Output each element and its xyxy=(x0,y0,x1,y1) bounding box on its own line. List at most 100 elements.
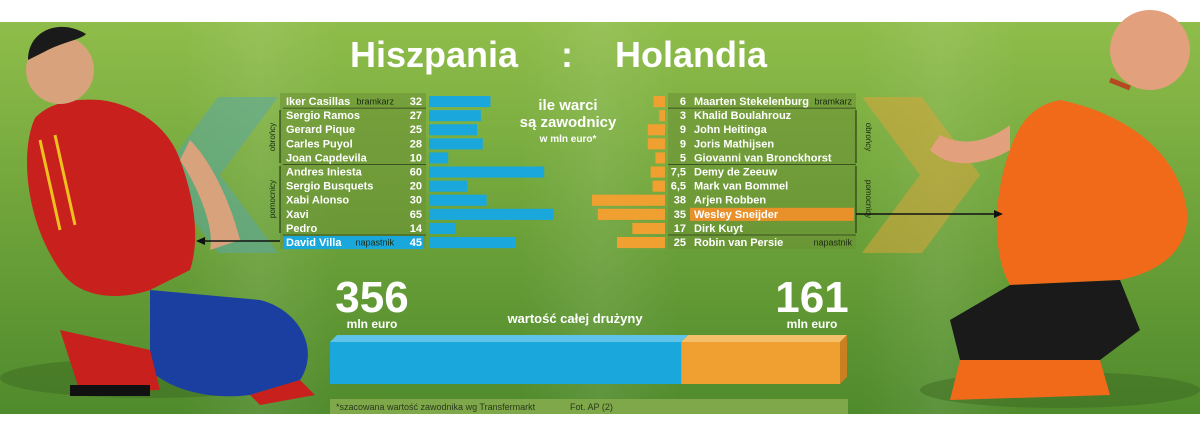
netherlands-total-bar-side xyxy=(840,335,847,384)
netherlands-player-name: John Heitinga xyxy=(694,124,768,136)
spain-value-bar xyxy=(429,166,545,178)
spain-player-row: David Villa napastnik 45 xyxy=(283,236,516,250)
netherlands-player-name: Giovanni van Bronckhorst xyxy=(694,152,832,164)
netherlands-player-row: 3 Khalid Boulahrouz xyxy=(659,110,792,122)
netherlands-value-bar xyxy=(659,110,665,122)
team-total-bar xyxy=(330,335,847,384)
footer-strip xyxy=(330,399,848,414)
netherlands-player-name: Maarten Stekelenburg xyxy=(694,96,809,108)
spain-value-bar xyxy=(429,96,491,108)
netherlands-player-name: Robin van Persie xyxy=(694,237,783,249)
spain-panel xyxy=(280,93,426,249)
spain-player-name: Xabi Alonso xyxy=(286,195,349,207)
photo-credit: Fot. AP (2) xyxy=(570,402,613,412)
netherlands-value-bar xyxy=(597,208,665,220)
spain-value-bar xyxy=(429,194,487,206)
netherlands-player-value: 6 xyxy=(680,96,686,108)
netherlands-player-value: 38 xyxy=(674,195,686,207)
netherlands-defenders-label: obrońcy xyxy=(864,123,873,151)
netherlands-player-row: 6,5 Mark van Bommel xyxy=(652,180,788,193)
spain-arrow-head xyxy=(196,237,205,245)
netherlands-value-bar xyxy=(650,166,665,178)
spain-defenders-label: obrońcy xyxy=(268,123,277,151)
spain-player-row: Xabi Alonso 30 xyxy=(286,194,487,207)
netherlands-player-value: 9 xyxy=(680,124,686,136)
spain-total-bar xyxy=(330,342,682,384)
spain-player-row: Sergio Ramos 27 xyxy=(286,110,481,122)
spain-highlight-row xyxy=(283,236,423,250)
netherlands-player-name: Dirk Kuyt xyxy=(694,223,743,235)
spain-player-row: Sergio Busquets 20 xyxy=(286,180,468,193)
netherlands-panel xyxy=(668,93,856,249)
spain-player-name: Sergio Ramos xyxy=(286,110,360,122)
spain-player-role: bramkarz xyxy=(356,97,394,107)
netherlands-player-row: 7,5 Demy de Zeeuw xyxy=(650,166,778,179)
spain-player-value: 45 xyxy=(410,237,422,249)
netherlands-player-name: Demy de Zeeuw xyxy=(694,167,778,179)
netherlands-total-unit: mln euro xyxy=(787,317,838,331)
spain-player-value: 25 xyxy=(410,124,422,136)
center-label-line2: są zawodnicy xyxy=(520,114,617,131)
spain-player-value: 10 xyxy=(410,152,422,164)
spain-value-bar xyxy=(429,222,456,234)
netherlands-value-bar xyxy=(647,124,665,136)
netherlands-value-bar xyxy=(655,152,665,164)
netherlands-player-row: 5 Giovanni van Bronckhorst xyxy=(655,152,856,165)
netherlands-player-row: 25 Robin van Persie napastnik xyxy=(617,237,852,249)
spain-player-photo xyxy=(0,26,315,405)
spain-value-bar xyxy=(429,180,468,192)
netherlands-arrow-head xyxy=(994,210,1003,218)
spain-player-row: Andres Iniesta 60 xyxy=(286,166,545,179)
spain-player-name: Gerard Pique xyxy=(286,124,355,136)
spain-player-value: 14 xyxy=(410,223,423,235)
spain-player-row: Joan Capdevila 10 xyxy=(283,152,449,165)
spain-player-rows: Iker Casillas bramkarz 32 Sergio Ramos 27 Ger… xyxy=(283,96,554,250)
netherlands-player-name: Arjen Robben xyxy=(694,195,766,207)
netherlands-player-value: 25 xyxy=(674,237,686,249)
netherlands-player-value: 3 xyxy=(680,110,686,122)
spain-player-role: napastnik xyxy=(355,238,394,248)
spain-player-name: David Villa xyxy=(286,237,342,249)
spain-value-bar xyxy=(429,124,477,136)
spain-total-bar-top xyxy=(330,335,689,342)
spain-total-unit: mln euro xyxy=(347,317,398,331)
spain-value-bar xyxy=(429,237,516,249)
netherlands-player-name: Wesley Sneijder xyxy=(694,209,779,221)
title-netherlands: Holandia xyxy=(615,34,768,75)
spain-player-row: Iker Casillas bramkarz 32 xyxy=(283,96,491,109)
netherlands-player-name: Joris Mathijsen xyxy=(694,138,774,150)
netherlands-player-photo xyxy=(920,10,1200,408)
center-label-line1: ile warci xyxy=(538,97,597,114)
spain-value-bar xyxy=(429,110,481,122)
netherlands-total-value: 161 xyxy=(775,273,848,322)
netherlands-player-row: 9 John Heitinga xyxy=(647,124,768,136)
spain-player-value: 27 xyxy=(410,110,422,122)
netherlands-player-value: 5 xyxy=(680,152,686,164)
spain-player-value: 65 xyxy=(410,209,422,221)
spain-value-bar xyxy=(429,152,449,164)
netherlands-player-value: 17 xyxy=(674,223,686,235)
netherlands-total-bar xyxy=(681,342,840,384)
spain-player-row: Gerard Pique 25 xyxy=(286,124,477,136)
netherlands-player-value: 35 xyxy=(674,209,686,221)
spain-player-value: 28 xyxy=(410,138,422,150)
team-total-label: wartość całej drużyny xyxy=(506,311,643,326)
netherlands-value-bar xyxy=(653,96,665,108)
netherlands-player-value: 7,5 xyxy=(671,167,686,179)
netherlands-player-role: bramkarz xyxy=(814,97,852,107)
spain-player-value: 32 xyxy=(410,96,422,108)
netherlands-player-role: napastnik xyxy=(813,238,852,248)
title-spain: Hiszpania xyxy=(350,34,519,75)
netherlands-value-bar xyxy=(632,222,665,234)
netherlands-player-rows: 6 Maarten Stekelenburg bramkarz 3 Khalid Bou… xyxy=(592,96,856,249)
spain-player-name: Sergio Busquets xyxy=(286,181,373,193)
netherlands-value-bar xyxy=(617,237,665,249)
spain-player-value: 20 xyxy=(410,181,422,193)
spain-value-bar xyxy=(429,208,554,220)
netherlands-player-row: 38 Arjen Robben xyxy=(592,194,766,207)
netherlands-player-name: Khalid Boulahrouz xyxy=(694,110,792,122)
spain-player-row: Pedro 14 xyxy=(283,222,456,236)
spain-player-value: 30 xyxy=(410,195,422,207)
